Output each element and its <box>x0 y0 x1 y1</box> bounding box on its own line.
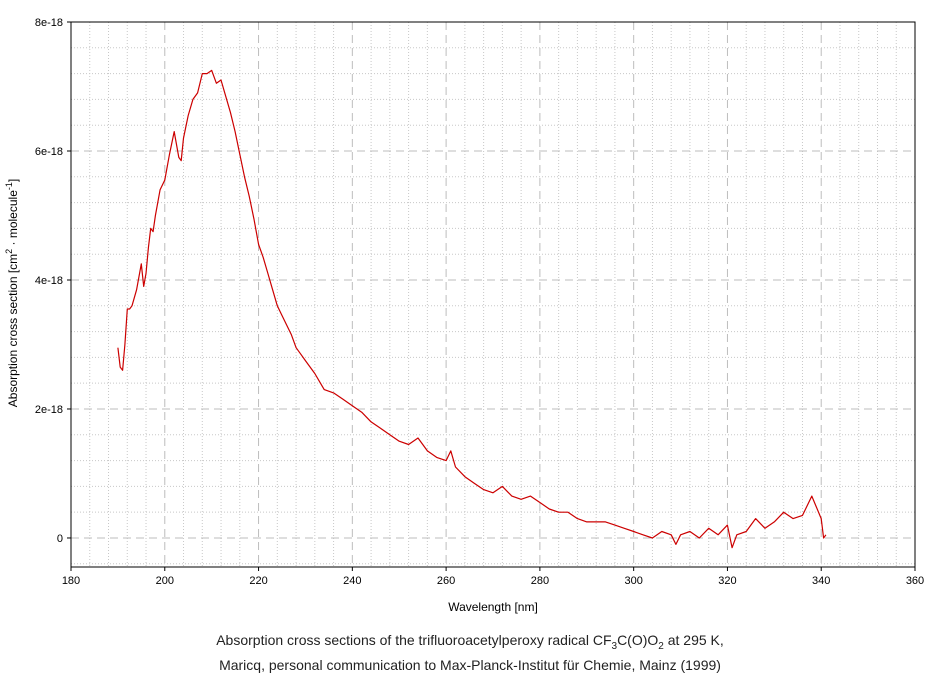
x-tick-label: 200 <box>156 575 174 587</box>
x-tick-label: 300 <box>624 575 642 587</box>
series-line-0 <box>117 69 827 549</box>
caption-line-1-part-c: at 295 K, <box>663 632 724 648</box>
x-axis-title: Wavelength [nm] <box>448 600 538 614</box>
caption-line-1-sub-1: 3 <box>611 640 618 652</box>
caption-line-1-part-a: Absorption cross sections of the trifluo… <box>216 632 612 648</box>
x-tick-label: 320 <box>718 575 736 587</box>
caption-line-1-sub-2: 2 <box>658 640 664 652</box>
x-tick-label: 280 <box>531 575 549 587</box>
y-tick-label: 6e-18 <box>35 146 63 158</box>
caption-line-1-part-b: C(O)O <box>617 632 659 648</box>
plot-frame <box>70 21 916 568</box>
x-tick-label: 180 <box>62 575 80 587</box>
y-axis-title-sup1: 2 <box>4 249 14 254</box>
y-tick-label: 2e-18 <box>35 404 63 416</box>
y-axis-title-sup2: -1 <box>4 182 14 190</box>
x-tick-label: 260 <box>437 575 455 587</box>
y-axis-ticks: 0 2e-18 4e-18 6e-18 8e-18 <box>35 17 71 545</box>
y-tick-label: 8e-18 <box>35 17 63 29</box>
grid-lines <box>71 22 915 567</box>
y-axis-title: Absorption cross section [cm2 · molecule… <box>4 179 20 407</box>
y-tick-label: 4e-18 <box>35 275 63 287</box>
caption-line-2: Maricq, personal communication to Max-Pl… <box>219 657 721 673</box>
x-tick-label: 220 <box>249 575 267 587</box>
y-axis-title-end: ] <box>6 179 20 182</box>
x-tick-label: 340 <box>812 575 830 587</box>
x-tick-label: 240 <box>343 575 361 587</box>
caption-line-1: Absorption cross sections of the trifluo… <box>0 632 940 652</box>
y-axis-title-main: Absorption cross section [cm <box>6 254 20 407</box>
y-axis-title-mid: · molecule <box>6 190 20 249</box>
series-layer <box>117 69 827 549</box>
x-axis-ticks: 180 200 220 240 260 280 300 320 340 360 <box>62 567 924 587</box>
y-tick-label: 0 <box>57 533 63 545</box>
x-tick-label: 360 <box>906 575 924 587</box>
